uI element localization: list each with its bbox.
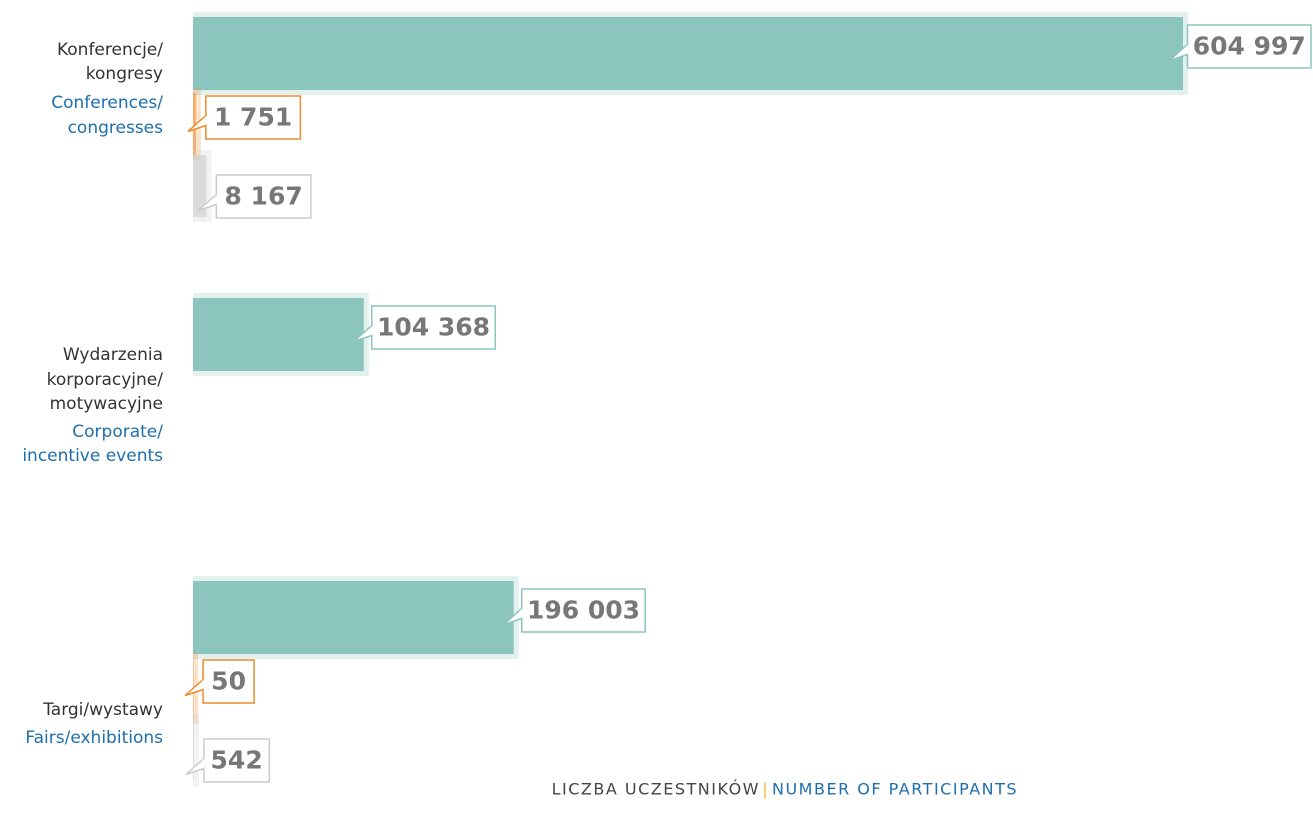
bar-halo [193,714,199,786]
value-label-box [520,588,646,633]
bar [193,155,207,217]
value-label: 196 003 [527,596,640,625]
bar [193,581,514,654]
value-label-pointer [187,114,207,133]
category-label: motywacyjne [50,394,163,414]
x-axis-label: LICZBA UCZESTNIKÓW [552,780,760,799]
value-label-pointer [503,607,523,626]
bar [193,93,196,155]
category-label: Konferencje/ [57,40,163,60]
category-label-en: congresses [68,118,164,138]
value-label-box [202,659,255,704]
category-label: Targi/wystawy [42,700,163,720]
x-axis-separator: | [762,780,767,799]
value-label-pointer [353,324,373,343]
value-label-pointer [185,757,205,776]
category-label-en: incentive events [22,446,163,466]
category-label-en: Fairs/exhibitions [25,728,163,748]
bar [193,17,1183,90]
category-label: Wydarzenia [63,345,163,365]
category-label: kongresy [86,64,163,84]
value-label: 604 997 [1193,32,1306,61]
x-axis-label-en: NUMBER OF PARTICIPANTS [772,780,1018,799]
category-label: korporacyjne/ [47,370,164,390]
category-label-en: Corporate/ [72,422,163,442]
bar [193,298,364,371]
value-label: 50 [211,667,246,696]
value-label: 104 368 [377,313,490,342]
value-label: 542 [211,746,263,775]
value-label-pointer [184,678,204,697]
bar [193,719,194,781]
value-label-pointer [1169,43,1188,62]
value-label: 8 167 [224,182,302,211]
value-label-box [215,174,312,219]
value-label-box [203,738,271,783]
value-label-pointer [197,193,217,212]
value-label-box [1186,24,1312,69]
category-label-en: Conferences/ [51,93,163,113]
value-label: 1 751 [214,103,292,132]
